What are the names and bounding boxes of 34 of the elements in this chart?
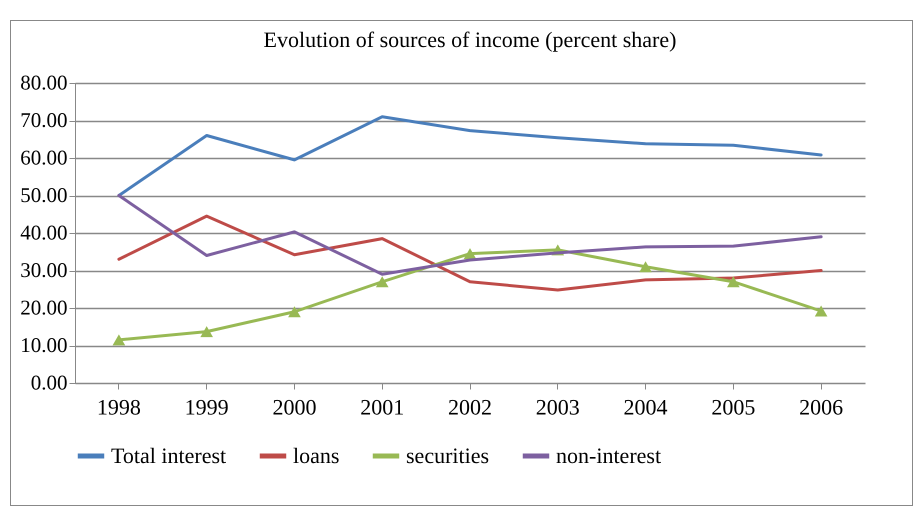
y-tick-label: 20.00 bbox=[20, 296, 68, 320]
point bbox=[200, 326, 213, 338]
y-tick-label: 0.00 bbox=[30, 370, 68, 394]
x-tick-label: 2003 bbox=[536, 394, 580, 420]
x-tick-label: 1998 bbox=[96, 394, 141, 420]
line-series bbox=[117, 214, 823, 292]
point bbox=[288, 306, 301, 318]
point bbox=[112, 334, 126, 346]
point bbox=[814, 306, 828, 316]
x-tick-label: 2001 bbox=[360, 394, 404, 420]
chart-title: Evolution of sources of income (percent share) bbox=[264, 27, 676, 52]
line-series bbox=[117, 115, 823, 197]
legend-label: securities bbox=[406, 443, 490, 468]
y-tick-label: 30.00 bbox=[20, 258, 68, 282]
x-tick-label: 2002 bbox=[448, 394, 492, 420]
y-tick-label: 10.00 bbox=[20, 333, 68, 357]
y-tick-label: 40.00 bbox=[20, 220, 68, 244]
y-tick-label: 80.00 bbox=[20, 70, 68, 94]
x-tick-label: 1999 bbox=[184, 394, 229, 420]
y-tick-label: 50.00 bbox=[20, 183, 68, 207]
point bbox=[727, 276, 740, 288]
x-tick-label: 2005 bbox=[711, 394, 756, 420]
line-series bbox=[117, 194, 823, 276]
point bbox=[464, 248, 476, 260]
y-tick-label: 60.00 bbox=[20, 146, 68, 170]
x-tick-label: 2004 bbox=[624, 394, 668, 420]
y-tick-label: 70.00 bbox=[20, 108, 68, 132]
legend-label: loans bbox=[293, 443, 340, 468]
legend-label: non-interest bbox=[556, 443, 662, 468]
x-tick-label: 2006 bbox=[799, 394, 844, 420]
legend-label: Total interest bbox=[111, 443, 226, 468]
point bbox=[376, 276, 389, 288]
x-tick-label: 2000 bbox=[272, 394, 316, 420]
point bbox=[639, 261, 652, 272]
